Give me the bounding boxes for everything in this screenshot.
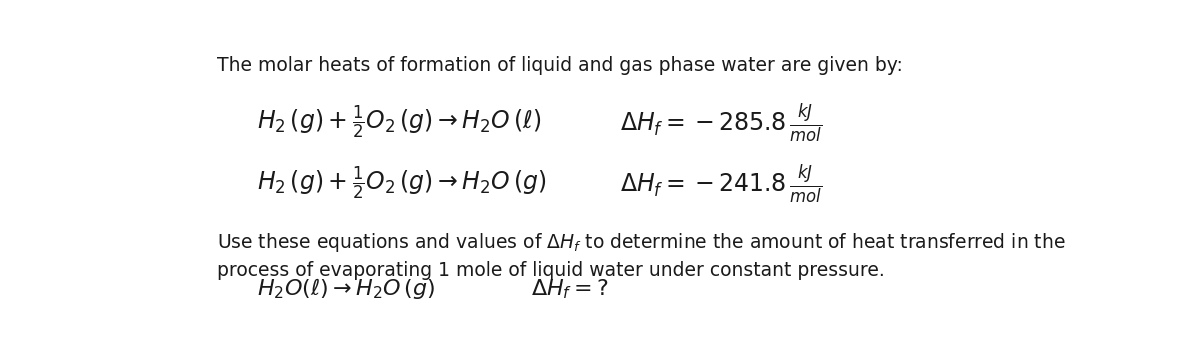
Text: $H_2\,(g) + \frac{1}{2}O_2\,(g) \rightarrow H_2O\,(g)$: $H_2\,(g) + \frac{1}{2}O_2\,(g) \rightar… [257,165,546,202]
Text: Use these equations and values of $\Delta H_f$ to determine the amount of heat t: Use these equations and values of $\Delt… [217,231,1066,254]
Text: process of evaporating 1 mole of liquid water under constant pressure.: process of evaporating 1 mole of liquid … [217,260,884,279]
Text: $\Delta H_f = -241.8\,\frac{kJ}{mol}$: $\Delta H_f = -241.8\,\frac{kJ}{mol}$ [619,162,822,205]
Text: The molar heats of formation of liquid and gas phase water are given by:: The molar heats of formation of liquid a… [217,56,902,75]
Text: $H_2O(\ell) \rightarrow H_2O\,(g)$: $H_2O(\ell) \rightarrow H_2O\,(g)$ [257,276,436,302]
Text: $\Delta H_f = -285.8\,\frac{kJ}{mol}$: $\Delta H_f = -285.8\,\frac{kJ}{mol}$ [619,101,822,144]
Text: $\Delta H_f = ?$: $\Delta H_f = ?$ [532,277,608,301]
Text: $H_2\,(g) + \frac{1}{2}O_2\,(g) \rightarrow H_2O\,(\ell)$: $H_2\,(g) + \frac{1}{2}O_2\,(g) \rightar… [257,104,541,141]
